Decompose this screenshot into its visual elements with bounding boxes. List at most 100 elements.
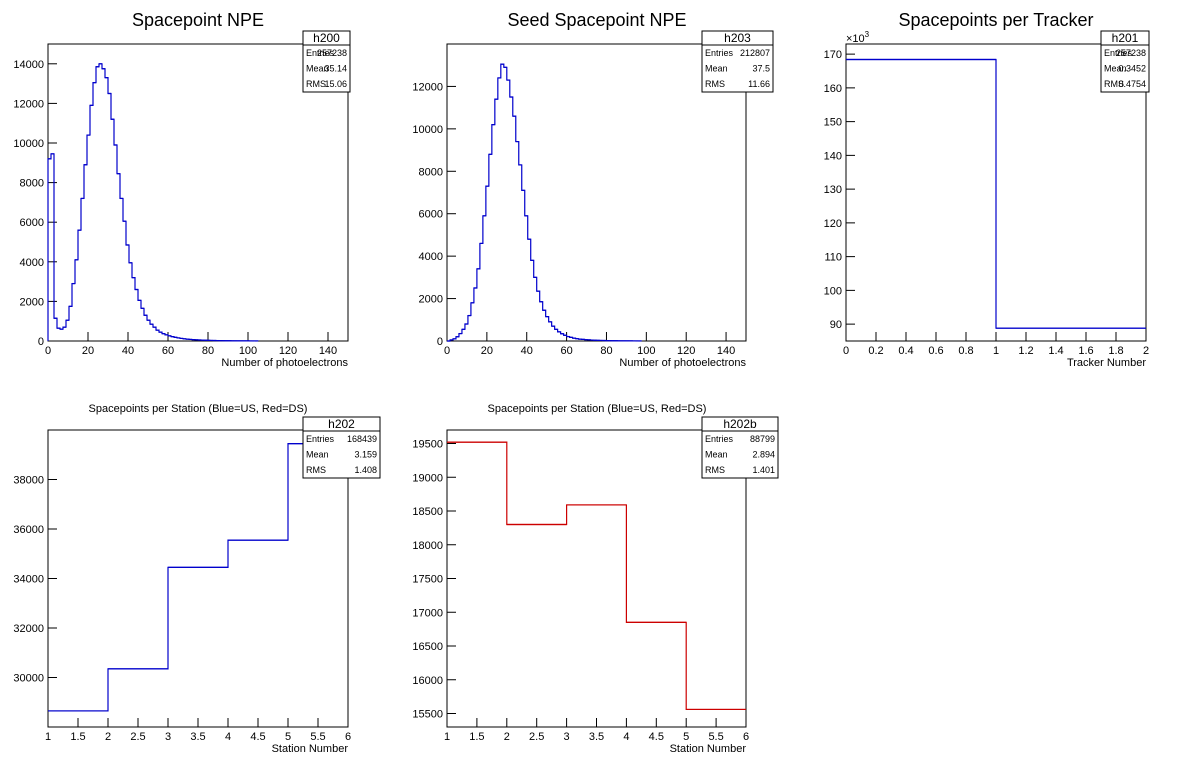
- x-tick-label: 1: [993, 345, 999, 357]
- y-tick-label: 6000: [20, 217, 44, 229]
- panel-h202: Spacepoints per Station (Blue=US, Red=DS…: [13, 403, 381, 755]
- stats-value: 15.06: [324, 79, 347, 89]
- x-axis-label: Number of photoelectrons: [221, 357, 348, 369]
- x-tick-label: 80: [202, 345, 214, 357]
- x-tick-label: 3.5: [190, 731, 205, 743]
- histogram-h201: [846, 58, 1146, 329]
- x-tick-label: 80: [600, 345, 612, 357]
- y-tick-label: 170: [824, 49, 842, 61]
- stats-name: h202: [328, 417, 355, 431]
- chart-title: Seed Spacepoint NPE: [507, 10, 686, 30]
- x-tick-label: 5.5: [708, 731, 723, 743]
- y-tick-label: 32000: [13, 623, 44, 635]
- x-tick-label: 4.5: [649, 731, 664, 743]
- y-tick-label: 140: [824, 150, 842, 162]
- plot-frame: [446, 429, 747, 728]
- stats-key: Entries: [306, 434, 335, 444]
- y-tick-label: 0: [437, 336, 443, 348]
- x-tick-label: 0.4: [898, 345, 913, 357]
- chart-title: Spacepoints per Station (Blue=US, Red=DS…: [89, 403, 308, 415]
- x-tick-label: 2: [1143, 345, 1149, 357]
- stats-key: RMS: [306, 79, 326, 89]
- stats-key: Entries: [705, 434, 734, 444]
- x-tick-label: 6: [743, 731, 749, 743]
- y-tick-label: 100: [824, 285, 842, 297]
- y-tick-label: 110: [824, 252, 842, 264]
- x-axis-label: Station Number: [670, 743, 747, 755]
- stats-name: h201: [1112, 31, 1139, 45]
- panel-h203: Seed Spacepoint NPE020004000600080001000…: [412, 10, 774, 369]
- y-tick-label: 6000: [419, 209, 443, 221]
- y-tick-label: 2000: [20, 296, 44, 308]
- x-tick-label: 2: [504, 731, 510, 743]
- y-tick-label: 2000: [419, 294, 443, 306]
- stats-box: h203 Entries 212807 Mean 37.5 RMS 11.66: [701, 30, 774, 93]
- x-tick-label: 3.5: [589, 731, 604, 743]
- chart-title: Spacepoints per Tracker: [898, 10, 1093, 30]
- stats-key: Mean: [705, 450, 728, 460]
- panel-h202b: Spacepoints per Station (Blue=US, Red=DS…: [412, 403, 779, 755]
- stats-key: Mean: [306, 64, 329, 74]
- x-axis-label: Number of photoelectrons: [619, 357, 746, 369]
- x-axis-label: Station Number: [272, 743, 349, 755]
- y-tick-label: 30000: [13, 673, 44, 685]
- x-tick-label: 100: [239, 345, 257, 357]
- y-tick-label: 19500: [412, 439, 443, 451]
- x-tick-label: 1: [444, 731, 450, 743]
- y-tick-label: 19000: [412, 472, 443, 484]
- stats-value: 35.14: [324, 64, 347, 74]
- y-exponent-label: ×103: [846, 30, 870, 45]
- y-tick-label: 90: [830, 319, 842, 331]
- y-tick-label: 12000: [412, 81, 443, 93]
- stats-key: Entries: [1104, 48, 1133, 58]
- stats-name: h200: [313, 31, 340, 45]
- x-tick-label: 5.5: [310, 731, 325, 743]
- panel-h200: Spacepoint NPE02000400060008000100001200…: [13, 10, 351, 369]
- panel-h201: Spacepoints per Tracker90100110120130140…: [824, 10, 1150, 369]
- stats-key: RMS: [1104, 79, 1124, 89]
- x-tick-label: 4.5: [250, 731, 265, 743]
- stats-key: RMS: [705, 79, 725, 89]
- x-tick-label: 2.5: [130, 731, 145, 743]
- x-tick-label: 4: [225, 731, 231, 743]
- y-tick-label: 150: [824, 117, 842, 129]
- y-tick-label: 12000: [13, 98, 44, 110]
- y-tick-label: 16500: [412, 641, 443, 653]
- x-tick-label: 3: [165, 731, 171, 743]
- histogram-h202b: [447, 441, 746, 711]
- y-tick-label: 34000: [13, 574, 44, 586]
- x-tick-label: 1.4: [1048, 345, 1063, 357]
- y-tick-label: 10000: [412, 124, 443, 136]
- stats-value: 257238: [317, 48, 347, 58]
- x-tick-label: 1: [45, 731, 51, 743]
- x-tick-label: 120: [677, 345, 695, 357]
- x-tick-label: 0.8: [958, 345, 973, 357]
- x-tick-label: 140: [319, 345, 337, 357]
- y-tick-label: 36000: [13, 524, 44, 536]
- y-tick-label: 4000: [419, 251, 443, 263]
- stats-value: 88799: [750, 434, 775, 444]
- x-tick-label: 20: [481, 345, 493, 357]
- x-tick-label: 60: [560, 345, 572, 357]
- stats-value: 3.159: [354, 450, 377, 460]
- stats-key: Mean: [306, 450, 329, 460]
- y-tick-label: 160: [824, 83, 842, 95]
- stats-value: 2.894: [752, 450, 775, 460]
- y-tick-label: 15500: [412, 709, 443, 721]
- x-tick-label: 2: [105, 731, 111, 743]
- y-tick-label: 18000: [412, 540, 443, 552]
- stats-value: 212807: [740, 48, 770, 58]
- y-tick-label: 10000: [13, 138, 44, 150]
- stats-key: Entries: [705, 48, 734, 58]
- x-tick-label: 1.6: [1078, 345, 1093, 357]
- stats-name: h202b: [723, 417, 757, 431]
- plot-frame: [446, 43, 747, 342]
- stats-key: RMS: [705, 465, 725, 475]
- x-tick-label: 1.5: [70, 731, 85, 743]
- histogram-h200: [47, 63, 259, 342]
- y-tick-label: 38000: [13, 475, 44, 487]
- x-tick-label: 140: [717, 345, 735, 357]
- stats-key: Mean: [705, 64, 728, 74]
- stats-box-frame: [701, 30, 774, 93]
